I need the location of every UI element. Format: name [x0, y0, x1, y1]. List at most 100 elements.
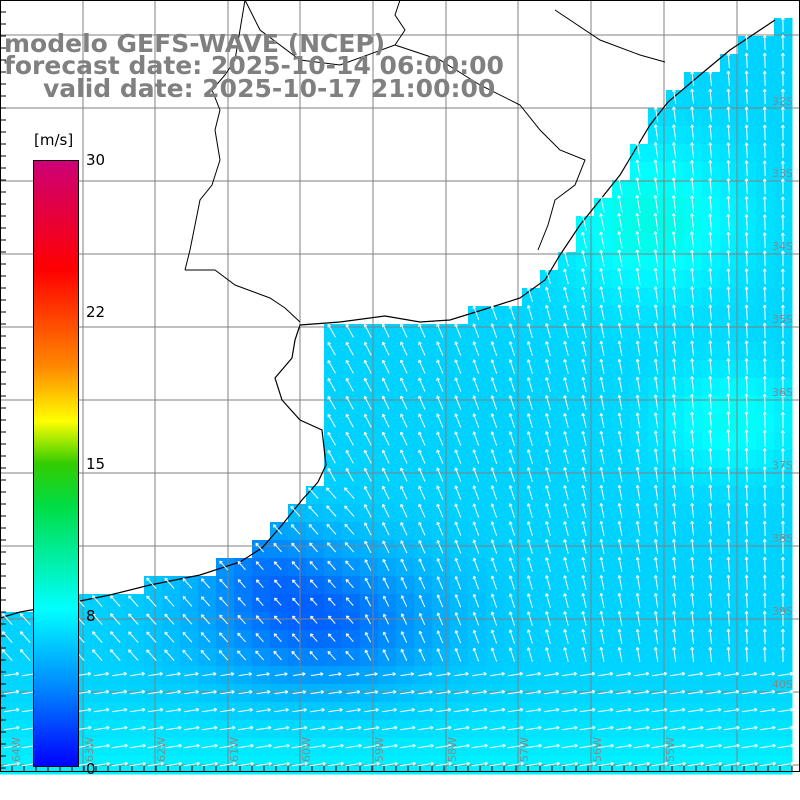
wind-arrow-head — [545, 305, 549, 309]
wind-arrow — [564, 413, 569, 428]
wind-arrow-head — [664, 725, 668, 730]
wind-arrow — [741, 744, 758, 749]
wind-arrow — [727, 393, 730, 411]
wind-arrow-head — [508, 449, 513, 453]
wind-arrow — [273, 744, 290, 749]
wind-arrow — [764, 629, 766, 644]
wind-arrow-head — [545, 611, 549, 615]
wind-arrow — [764, 557, 766, 572]
wind-arrow-head — [653, 556, 658, 561]
wind-arrow — [709, 557, 712, 572]
wind-arrow — [364, 324, 372, 338]
wind-arrow — [401, 613, 408, 625]
wind-arrow — [764, 125, 766, 141]
wind-arrow — [545, 287, 551, 302]
wind-arrow — [727, 376, 730, 393]
wind-arrow-head — [345, 377, 350, 382]
wind-arrow — [219, 560, 229, 571]
wind-arrow-head — [472, 539, 477, 543]
wind-arrow-head — [345, 650, 349, 655]
wind-arrow-head — [682, 707, 686, 712]
wind-arrow — [310, 691, 324, 695]
wind-arrow — [564, 341, 569, 356]
wind-arrow-head — [617, 502, 622, 507]
wind-arrow — [745, 340, 748, 357]
wind-arrow-head — [472, 485, 477, 489]
wind-arrow — [600, 467, 605, 482]
wind-arrow-head — [780, 574, 785, 578]
wind-arrow-head — [339, 707, 343, 712]
wind-arrow-head — [490, 629, 495, 634]
wind-arrow — [436, 521, 444, 536]
wind-arrow — [473, 467, 480, 482]
wind-arrow-head — [465, 671, 469, 676]
wind-arrow — [636, 485, 641, 500]
wind-arrow-head — [635, 466, 640, 471]
wind-arrow — [327, 450, 336, 464]
wind-arrow — [364, 414, 372, 428]
wind-arrow — [654, 195, 659, 213]
wind-arrow-head — [526, 323, 531, 327]
wind-arrow — [545, 413, 551, 428]
wind-arrow — [128, 595, 139, 607]
wind-arrow — [255, 762, 272, 767]
wind-arrow-head — [526, 413, 531, 417]
wind-arrow-head — [418, 612, 423, 617]
wind-arrow — [654, 159, 659, 177]
wind-arrow — [164, 631, 175, 643]
wind-arrow-head — [447, 672, 451, 676]
wind-arrow-head — [726, 375, 731, 379]
wind-arrow-head — [653, 592, 658, 597]
wind-arrow-head — [789, 689, 794, 694]
wind-arrow — [705, 708, 722, 713]
wind-arrow — [527, 467, 533, 482]
wind-arrow-head — [308, 505, 312, 510]
wind-arrow-head — [635, 304, 640, 308]
wind-arrow — [615, 726, 632, 731]
wind-arrow-head — [237, 650, 241, 654]
wind-arrow — [597, 762, 614, 767]
wind-arrow — [543, 708, 560, 713]
wind-arrow-head — [508, 341, 513, 345]
wind-arrow-head — [718, 743, 722, 748]
wind-arrow — [691, 142, 695, 159]
wind-arrow-head — [762, 429, 767, 433]
wind-arrow — [669, 762, 686, 767]
wind-arrow-head — [762, 358, 767, 362]
wind-arrow — [327, 342, 336, 356]
wind-arrow — [473, 395, 480, 410]
wind-arrow — [706, 673, 721, 677]
wind-arrow — [600, 286, 605, 303]
wind-arrow — [764, 305, 766, 321]
wind-arrow-head — [672, 484, 676, 489]
wind-arrow — [741, 726, 758, 731]
wind-arrow — [328, 597, 336, 606]
wind-arrow — [526, 673, 541, 677]
wind-arrow — [436, 691, 451, 695]
wind-arrow-head — [164, 631, 168, 636]
wind-arrow-head — [381, 449, 386, 454]
wind-arrow — [615, 708, 632, 713]
wind-arrow-head — [708, 70, 713, 75]
wind-arrow-head — [735, 689, 740, 694]
wind-arrow — [418, 540, 426, 554]
wind-arrow-head — [628, 707, 632, 712]
wind-arrow-head — [754, 743, 758, 748]
wind-arrow — [417, 744, 434, 749]
wind-arrow-head — [526, 539, 531, 543]
wind-arrow-head — [490, 485, 495, 489]
wind-arrow-head — [744, 484, 749, 488]
wind-arrow-head — [268, 761, 272, 766]
wind-arrow — [691, 521, 695, 536]
wind-arrow-head — [780, 88, 785, 92]
wind-arrow-head — [508, 431, 513, 435]
wind-arrow-head — [213, 689, 217, 694]
wind-arrow-head — [780, 250, 785, 254]
wind-arrow — [600, 413, 605, 428]
wind-arrow — [148, 691, 163, 695]
wind-arrow — [491, 413, 498, 428]
wind-arrow — [709, 142, 712, 159]
wind-arrow-head — [653, 177, 658, 181]
wind-arrow-head — [538, 761, 542, 766]
wind-arrow-head — [762, 250, 767, 254]
